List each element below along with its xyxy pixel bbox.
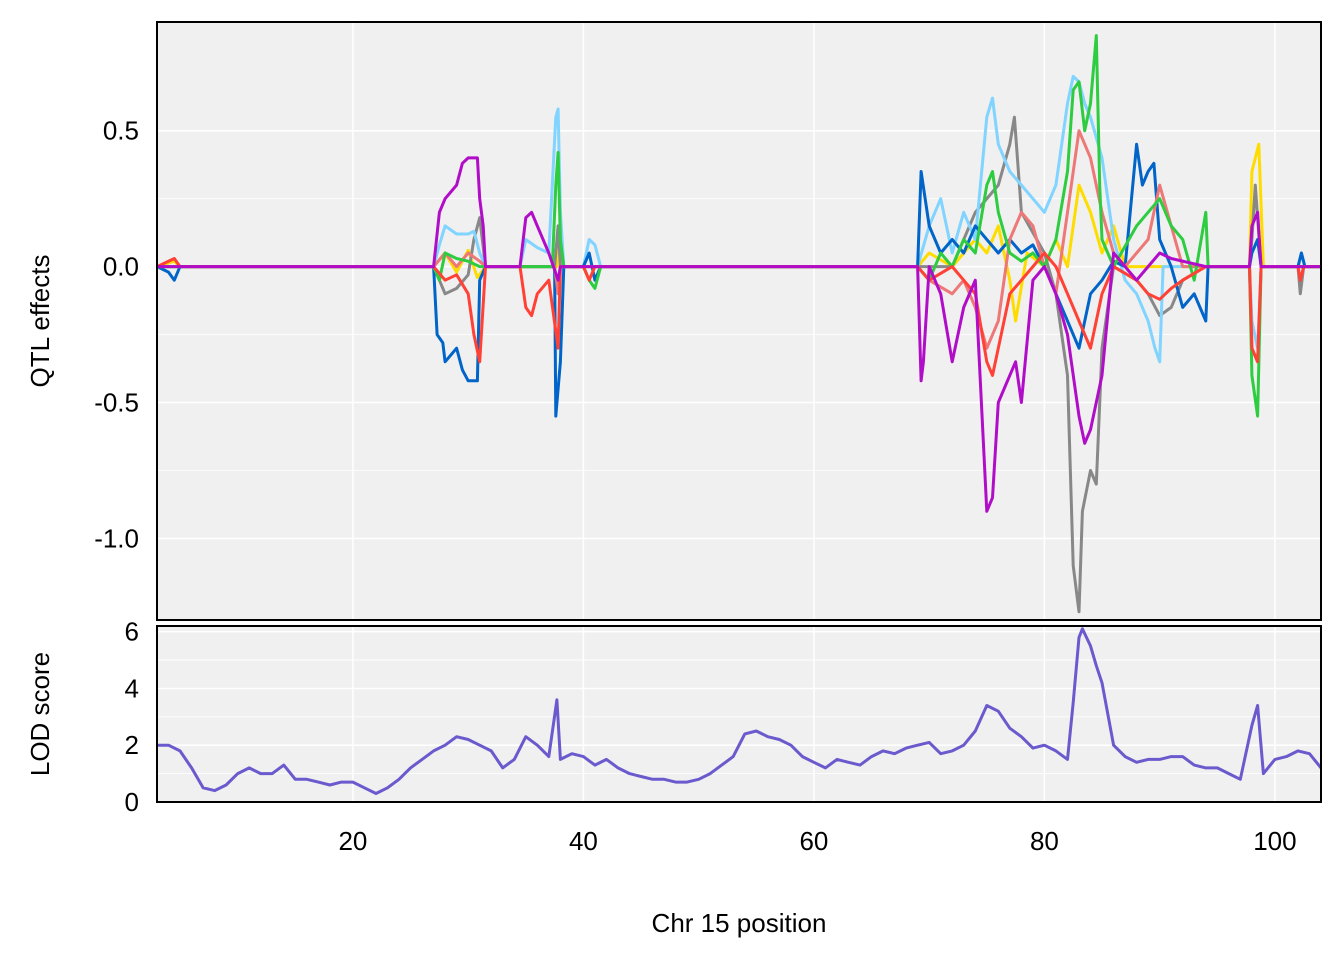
- series-group-1: [157, 627, 1321, 795]
- y-tick-label: 0.0: [103, 252, 139, 282]
- x-tick-label: 40: [569, 826, 598, 856]
- x-tick-label: 20: [338, 826, 367, 856]
- series-line: [157, 251, 1321, 377]
- y-tick-label: 0: [125, 787, 139, 817]
- y-tick-label: 2: [125, 730, 139, 760]
- series-layer: [157, 34, 1321, 795]
- series-line: [157, 34, 1321, 418]
- plot-frame-0: [156, 21, 1322, 621]
- y-axis-label: LOD score: [25, 652, 55, 776]
- chart-panels: [157, 22, 1321, 802]
- series-line: [157, 142, 1321, 418]
- y-tick-label: 4: [125, 673, 139, 703]
- series-line: [157, 156, 1321, 513]
- frame-layer: [156, 21, 1322, 803]
- series-line: [157, 627, 1321, 795]
- plot-frame-1: [156, 625, 1322, 803]
- y-tick-label: -0.5: [94, 388, 139, 418]
- plot-panel-0: [157, 22, 1321, 620]
- x-tick-label: 100: [1253, 826, 1296, 856]
- y-axis-label: QTL effects: [25, 255, 55, 388]
- x-tick-label: 60: [799, 826, 828, 856]
- y-tick-label: 6: [125, 617, 139, 647]
- x-tick-label: 80: [1030, 826, 1059, 856]
- x-axis-label: Chr 15 position: [652, 908, 827, 938]
- axis-labels-layer: 0.5 0.0 -0.5 -1.0 QTL effects 0 2 4 6 20 40 60 80 100…: [25, 116, 1297, 938]
- y-tick-label: 0.5: [103, 116, 139, 146]
- y-tick-label: -1.0: [94, 523, 139, 553]
- series-group-0: [157, 34, 1321, 614]
- plot-panel-1: [157, 626, 1321, 802]
